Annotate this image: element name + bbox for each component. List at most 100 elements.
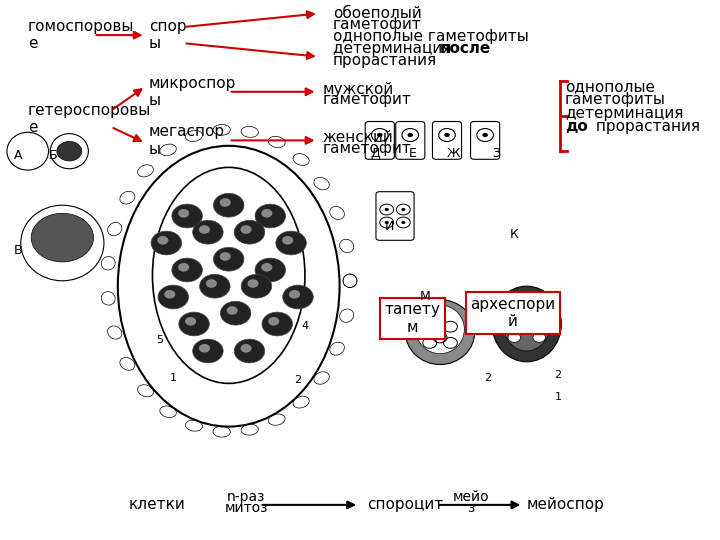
Text: мейо: мейо	[453, 490, 490, 504]
Text: Б: Б	[48, 149, 57, 163]
Text: 2: 2	[484, 373, 491, 383]
Circle shape	[179, 312, 210, 336]
Ellipse shape	[503, 297, 550, 351]
Circle shape	[227, 306, 238, 315]
Circle shape	[408, 133, 413, 137]
Circle shape	[172, 258, 202, 282]
Circle shape	[255, 258, 286, 282]
FancyBboxPatch shape	[365, 122, 395, 159]
Circle shape	[157, 236, 168, 245]
Text: n-раз: n-раз	[227, 490, 265, 504]
Circle shape	[234, 339, 265, 363]
Circle shape	[220, 301, 251, 325]
Circle shape	[213, 193, 244, 217]
Ellipse shape	[405, 300, 474, 365]
Circle shape	[401, 221, 405, 224]
Text: Ж: Ж	[447, 146, 460, 160]
Circle shape	[240, 344, 251, 353]
Text: 1: 1	[170, 373, 177, 383]
Circle shape	[269, 317, 279, 326]
Text: после: после	[440, 41, 491, 56]
FancyBboxPatch shape	[471, 122, 500, 159]
FancyBboxPatch shape	[396, 122, 425, 159]
FancyBboxPatch shape	[433, 122, 462, 159]
Ellipse shape	[492, 286, 562, 362]
Text: спороцит: спороцит	[367, 497, 444, 512]
Text: гаметофит: гаметофит	[323, 92, 411, 107]
Text: митоз: митоз	[224, 501, 268, 515]
Text: мужской: мужской	[323, 82, 394, 97]
Circle shape	[199, 274, 230, 298]
Text: гаметофиты: гаметофиты	[564, 92, 666, 107]
Circle shape	[248, 279, 258, 288]
Circle shape	[193, 220, 223, 244]
Text: однополые: однополые	[564, 79, 654, 94]
Circle shape	[508, 306, 521, 315]
Text: 4: 4	[302, 321, 309, 332]
Text: В: В	[14, 244, 22, 257]
Circle shape	[384, 221, 389, 224]
Text: однополые гаметофиты: однополые гаметофиты	[333, 29, 528, 44]
Circle shape	[185, 317, 196, 326]
Text: з: з	[467, 501, 475, 515]
Circle shape	[261, 263, 272, 272]
Circle shape	[384, 208, 389, 211]
Text: детерминация: детерминация	[564, 106, 683, 121]
Circle shape	[178, 209, 189, 218]
Circle shape	[57, 141, 82, 161]
Circle shape	[199, 344, 210, 353]
Text: до: до	[564, 119, 588, 134]
Text: И: И	[384, 219, 394, 233]
Text: А: А	[14, 149, 22, 163]
Circle shape	[533, 333, 546, 342]
Text: 2: 2	[554, 370, 562, 380]
Circle shape	[206, 279, 217, 288]
Circle shape	[276, 231, 306, 255]
Circle shape	[255, 204, 286, 228]
Circle shape	[282, 236, 293, 245]
Circle shape	[261, 209, 272, 218]
Circle shape	[234, 220, 265, 244]
Text: прорастания: прорастания	[333, 53, 437, 68]
Text: 5: 5	[156, 335, 163, 345]
Text: гаметофит: гаметофит	[323, 141, 411, 156]
Circle shape	[444, 133, 450, 137]
Circle shape	[283, 285, 313, 309]
Text: мегаспор
ы: мегаспор ы	[149, 124, 225, 157]
Circle shape	[220, 252, 231, 261]
Circle shape	[151, 231, 181, 255]
Text: женский: женский	[323, 130, 393, 145]
Circle shape	[213, 247, 244, 271]
Circle shape	[508, 333, 521, 342]
Text: обоеполый: обоеполый	[333, 6, 421, 21]
Text: прорастания: прорастания	[591, 119, 700, 134]
Text: гомоспоровы
е: гомоспоровы е	[28, 19, 134, 51]
Text: гетероспоровы
е: гетероспоровы е	[28, 103, 151, 135]
Circle shape	[482, 133, 488, 137]
Text: археспори
й: археспори й	[470, 297, 555, 329]
Text: мейоспор: мейоспор	[527, 497, 605, 512]
Circle shape	[533, 306, 546, 315]
Text: микроспор
ы: микроспор ы	[149, 76, 236, 108]
Text: детерминация: детерминация	[333, 41, 456, 56]
Text: 1: 1	[554, 392, 562, 402]
Text: М: М	[419, 289, 430, 303]
Circle shape	[262, 312, 292, 336]
Text: З: З	[492, 146, 500, 160]
Circle shape	[199, 225, 210, 234]
Ellipse shape	[416, 305, 464, 354]
FancyBboxPatch shape	[376, 192, 414, 240]
Circle shape	[289, 290, 300, 299]
Circle shape	[172, 204, 202, 228]
Circle shape	[178, 263, 189, 272]
Text: гаметофит: гаметофит	[333, 17, 421, 32]
Circle shape	[193, 339, 223, 363]
Circle shape	[401, 208, 405, 211]
Text: спор
ы: спор ы	[149, 19, 186, 51]
Text: Е: Е	[409, 146, 417, 160]
Text: К: К	[509, 227, 518, 241]
Circle shape	[158, 285, 189, 309]
Circle shape	[521, 319, 533, 329]
Circle shape	[164, 290, 176, 299]
Circle shape	[31, 213, 94, 262]
